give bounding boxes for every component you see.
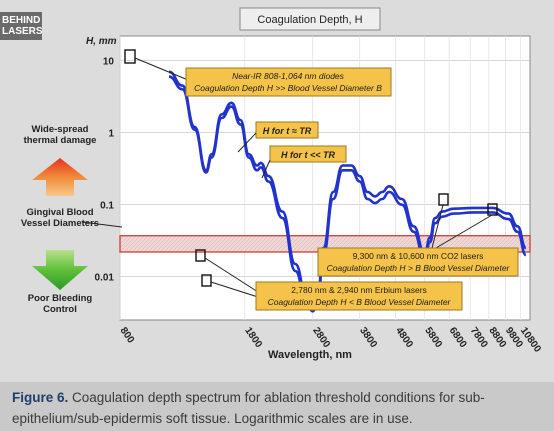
x-tick-label: 6800 [447,325,469,350]
y-tick-labels: 10 1 0.1 0.01 [95,57,115,284]
thermal-damage-label: Wide-spread thermal damage [23,124,97,146]
marker-co2-9300 [438,193,449,206]
y-tick-label: 1 [108,129,114,140]
band-pointer-line [81,221,123,228]
up-arrow-icon [32,158,88,196]
marker-diodes [124,49,136,64]
pointer-co2-2 [435,214,493,249]
x-tick-label: 4800 [393,325,415,350]
bleeding-control-label: Poor Bleeding Control [27,293,93,315]
annotation-erbium [255,281,463,311]
annotation-h-approx [255,121,319,139]
annotation-co2 [317,247,519,277]
x-axis-label: Wavelength, nm [268,349,352,361]
pointer-co2-1 [431,204,444,249]
pointer-diodes [134,57,189,81]
x-tick-label: 3800 [357,325,379,350]
pointer-erbium-1 [204,257,259,293]
y-tick-label: 0.1 [100,201,114,212]
pointer-erbium-2 [210,281,259,298]
annotation-co2-line2: Coagulation Depth H > B Blood Vessel Dia… [327,263,511,273]
marker-erbium-2940 [201,274,212,287]
pointer-h-approx [237,132,257,153]
band-label: Gingival Blood Vessel Diameters [20,207,100,229]
annotation-diodes [185,67,392,97]
x-tick-label: 2800 [310,325,332,350]
series-line-lower [168,75,527,313]
y-axis-label: H, mm [86,36,117,47]
y-tick-label: 10 [103,57,115,68]
caption-label: Figure 6. [12,390,69,405]
annotation-h-less [269,145,347,163]
chart-title: Coagulation Depth, H [257,14,362,26]
logo-line-2: LASERS [2,26,43,37]
x-tick-label: 7800 [468,325,490,350]
x-tick-label: 800 [118,325,137,345]
x-tick-label: 1800 [242,325,264,350]
annotation-h-less-text: H for t << TR [281,150,336,160]
chart: 800 1800 2800 3800 4800 5800 6800 7800880098001… [32,7,543,361]
x-tick-label: 5800 [422,325,444,350]
logo: BEHIND LASERS [0,12,43,40]
marker-erbium-2780 [195,249,206,262]
down-arrow-icon [32,250,88,290]
caption-text: Coagulation depth spectrum for ablation … [12,390,485,426]
y-tick-label: 0.01 [95,273,115,284]
annotation-erbium-line1: 2,780 nm & 2,940 nm Erbium lasers [291,285,427,295]
annotation-diodes-line2: Coagulation Depth H >> Blood Vessel Diam… [194,83,382,93]
pointer-h-less [261,159,271,179]
figure-caption: Figure 6. Coagulation depth spectrum for… [0,382,554,431]
title-box [239,7,381,31]
annotation-h-approx-text: H for t ≈ TR [263,126,312,136]
annotation-co2-line1: 9,300 nm & 10,600 nm CO2 lasers [353,251,484,261]
logo-line-1: BEHIND [2,15,41,26]
marker-co2-10600 [487,203,498,216]
annotation-erbium-line2: Coagulation Depth H < B Blood Vessel Dia… [268,297,452,307]
annotation-diodes-line1: Near-IR 808-1,064 nm diodes [232,71,345,81]
